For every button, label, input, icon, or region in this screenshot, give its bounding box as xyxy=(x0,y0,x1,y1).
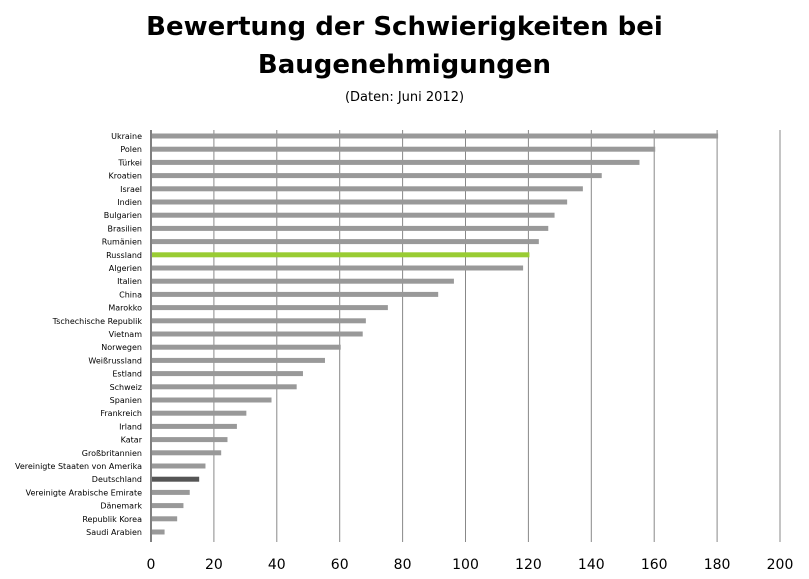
bar xyxy=(152,212,555,218)
x-tick-label: 120 xyxy=(515,557,542,573)
category-label: Estland xyxy=(112,370,142,379)
category-label: Marokko xyxy=(108,304,142,313)
category-label: Indien xyxy=(117,198,142,207)
category-label: Spanien xyxy=(110,396,142,405)
category-label: Brasilien xyxy=(107,224,142,233)
category-label: Russland xyxy=(106,251,142,260)
x-tick-label: 160 xyxy=(641,557,668,573)
x-tick-label: 60 xyxy=(331,557,349,573)
bar xyxy=(152,186,583,192)
category-label: Weißrussland xyxy=(88,356,142,365)
bar xyxy=(152,146,656,152)
bar xyxy=(152,384,297,390)
bar xyxy=(152,305,388,311)
category-label: Norwegen xyxy=(101,343,142,352)
bar xyxy=(152,410,247,416)
bar xyxy=(152,357,325,363)
x-tick-label: 200 xyxy=(767,557,794,573)
category-labels: Ukraine Polen Türkei Kroatien Israel Indien Bu… xyxy=(15,132,143,537)
x-tick-label: 80 xyxy=(394,557,412,573)
bar xyxy=(152,450,222,456)
bar xyxy=(152,318,366,324)
category-label: Irland xyxy=(119,422,142,431)
category-label: Großbritannien xyxy=(82,449,142,458)
x-tick-label: 20 xyxy=(205,557,223,573)
category-label: Katar xyxy=(121,436,143,445)
bar xyxy=(152,225,549,231)
bar xyxy=(152,437,228,443)
x-tick-label: 40 xyxy=(268,557,286,573)
x-tick-label: 100 xyxy=(452,557,479,573)
x-tick-label: 140 xyxy=(578,557,605,573)
bar xyxy=(152,239,539,245)
bar xyxy=(152,173,602,179)
category-label: Deutschland xyxy=(92,475,142,484)
bar xyxy=(152,489,190,495)
bars-group xyxy=(152,133,719,535)
bar xyxy=(152,371,303,377)
bar xyxy=(152,423,237,429)
bar xyxy=(152,516,178,522)
bar xyxy=(152,331,363,337)
category-label: Vereinigte Staaten von Amerika xyxy=(15,462,142,471)
x-tick-labels: 0 20 40 60 80 100 120 140 160 180 200 xyxy=(147,557,794,573)
category-label: Vietnam xyxy=(109,330,143,339)
category-label: Bulgarien xyxy=(104,211,142,220)
category-label: Italien xyxy=(117,277,142,286)
bar xyxy=(152,252,530,258)
bar xyxy=(152,476,200,482)
chart-title-line-1: Bewertung der Schwierigkeiten bei xyxy=(146,12,663,42)
chart-title-line-2: Baugenehmigungen xyxy=(257,50,552,80)
category-label: Polen xyxy=(120,145,142,154)
x-tick-label: 180 xyxy=(704,557,731,573)
category-label: Saudi Arabien xyxy=(86,528,142,537)
category-label: Republik Korea xyxy=(82,515,142,524)
bar xyxy=(152,199,568,205)
bar xyxy=(152,529,165,535)
category-label: Vereinigte Arabische Emirate xyxy=(26,488,142,497)
bar xyxy=(152,463,206,469)
bar xyxy=(152,133,719,139)
chart-subtitle: (Daten: Juni 2012) xyxy=(344,90,465,105)
category-label: Tschechische Republik xyxy=(52,317,143,326)
bar xyxy=(152,291,439,297)
category-label: Israel xyxy=(120,185,142,194)
bar xyxy=(152,159,640,165)
category-label: Rumänien xyxy=(102,238,142,247)
bar xyxy=(152,397,272,403)
category-label: Ukraine xyxy=(111,132,142,141)
category-label: China xyxy=(119,290,142,299)
category-label: Türkei xyxy=(117,158,142,167)
category-label: Frankreich xyxy=(100,409,142,418)
category-label: Kroatien xyxy=(108,172,142,181)
category-label: Dänemark xyxy=(100,502,142,511)
bar xyxy=(152,344,341,350)
bar xyxy=(152,503,184,509)
bar xyxy=(152,265,524,271)
bar xyxy=(152,278,454,284)
category-label: Algerien xyxy=(109,264,142,273)
x-tick-label: 0 xyxy=(147,557,156,573)
category-label: Schweiz xyxy=(110,383,142,392)
